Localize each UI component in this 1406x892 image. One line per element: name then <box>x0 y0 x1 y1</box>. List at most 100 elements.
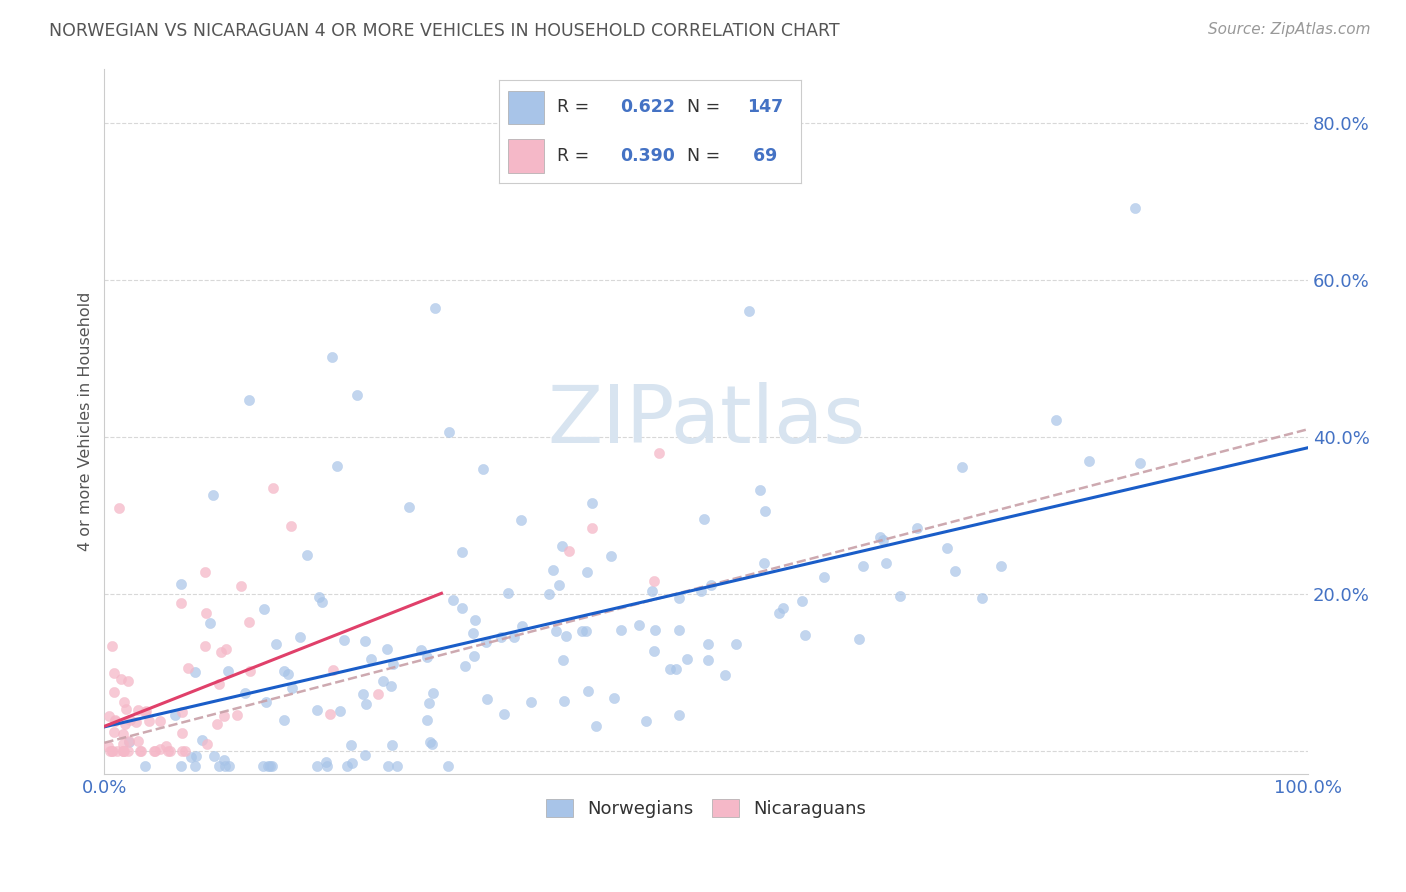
Point <box>464 613 486 627</box>
Point <box>950 460 973 475</box>
Point <box>305 759 328 773</box>
Point <box>238 393 260 408</box>
Point <box>571 624 593 639</box>
Point <box>665 662 688 676</box>
Point <box>690 583 713 598</box>
Text: R =: R = <box>557 98 595 117</box>
Point <box>281 681 304 695</box>
Text: 147: 147 <box>747 98 783 117</box>
Point <box>104 714 127 728</box>
Text: N =: N = <box>686 146 725 165</box>
Point <box>157 743 180 757</box>
Point <box>371 673 394 688</box>
Point <box>112 737 135 751</box>
Point <box>259 759 281 773</box>
Point <box>209 645 232 659</box>
Point <box>423 301 446 316</box>
Point <box>212 709 235 723</box>
Point <box>257 759 280 773</box>
Point <box>329 704 352 718</box>
Point <box>143 743 166 757</box>
Point <box>333 633 356 648</box>
Point <box>277 667 299 681</box>
Point <box>380 679 402 693</box>
Point <box>416 713 439 727</box>
Point <box>489 630 512 644</box>
Point <box>905 521 928 535</box>
Point <box>253 602 276 616</box>
Point <box>475 635 498 649</box>
Point <box>127 703 149 717</box>
Point <box>308 590 330 604</box>
Point <box>794 627 817 641</box>
Point <box>215 642 238 657</box>
Point <box>509 513 531 527</box>
Point <box>194 565 217 579</box>
Point <box>118 735 141 749</box>
Point <box>112 743 135 757</box>
Point <box>218 759 240 773</box>
Point <box>260 759 283 773</box>
Point <box>342 756 364 770</box>
Point <box>346 388 368 402</box>
Point <box>575 624 598 639</box>
Text: ZIPatlas: ZIPatlas <box>547 383 865 460</box>
Text: NORWEGIAN VS NICARAGUAN 4 OR MORE VEHICLES IN HOUSEHOLD CORRELATION CHART: NORWEGIAN VS NICARAGUAN 4 OR MORE VEHICL… <box>49 22 839 40</box>
Point <box>381 739 404 753</box>
Point <box>184 759 207 773</box>
Point <box>872 533 894 548</box>
Point <box>714 668 737 682</box>
Point <box>409 643 432 657</box>
Point <box>415 649 437 664</box>
Point <box>129 743 152 757</box>
Point <box>554 628 576 642</box>
Point <box>498 586 520 600</box>
Point <box>553 694 575 708</box>
Point <box>170 706 193 720</box>
Point <box>418 696 440 710</box>
Text: Source: ZipAtlas.com: Source: ZipAtlas.com <box>1208 22 1371 37</box>
Point <box>97 739 120 754</box>
Text: 0.622: 0.622 <box>620 98 675 117</box>
Point <box>385 759 408 773</box>
Point <box>273 664 295 678</box>
Point <box>194 607 217 621</box>
Point <box>668 591 690 606</box>
Point <box>103 665 125 680</box>
Point <box>98 743 121 757</box>
Point <box>377 759 399 773</box>
Point <box>398 500 420 514</box>
Point <box>790 594 813 608</box>
Point <box>381 657 404 671</box>
Point <box>202 748 225 763</box>
Point <box>239 665 262 679</box>
Point <box>252 759 274 773</box>
Point <box>155 739 177 753</box>
Point <box>970 591 993 605</box>
Point <box>108 500 131 515</box>
Point <box>454 659 477 673</box>
Point <box>165 707 187 722</box>
Point <box>943 565 966 579</box>
Point <box>772 601 794 615</box>
Point <box>112 695 135 709</box>
Point <box>103 724 125 739</box>
Point <box>264 637 287 651</box>
Point <box>101 639 124 653</box>
Point <box>170 577 193 591</box>
Point <box>610 623 633 637</box>
Point <box>648 445 671 459</box>
Point <box>135 704 157 718</box>
Point <box>581 496 603 510</box>
Point <box>697 653 720 667</box>
Point <box>172 743 194 757</box>
Point <box>1077 454 1099 468</box>
Point <box>195 737 218 751</box>
Point <box>177 660 200 674</box>
Point <box>322 663 344 677</box>
Point <box>546 624 568 638</box>
Point <box>118 713 141 727</box>
Point <box>375 642 398 657</box>
Point <box>142 743 165 757</box>
Point <box>848 632 870 647</box>
